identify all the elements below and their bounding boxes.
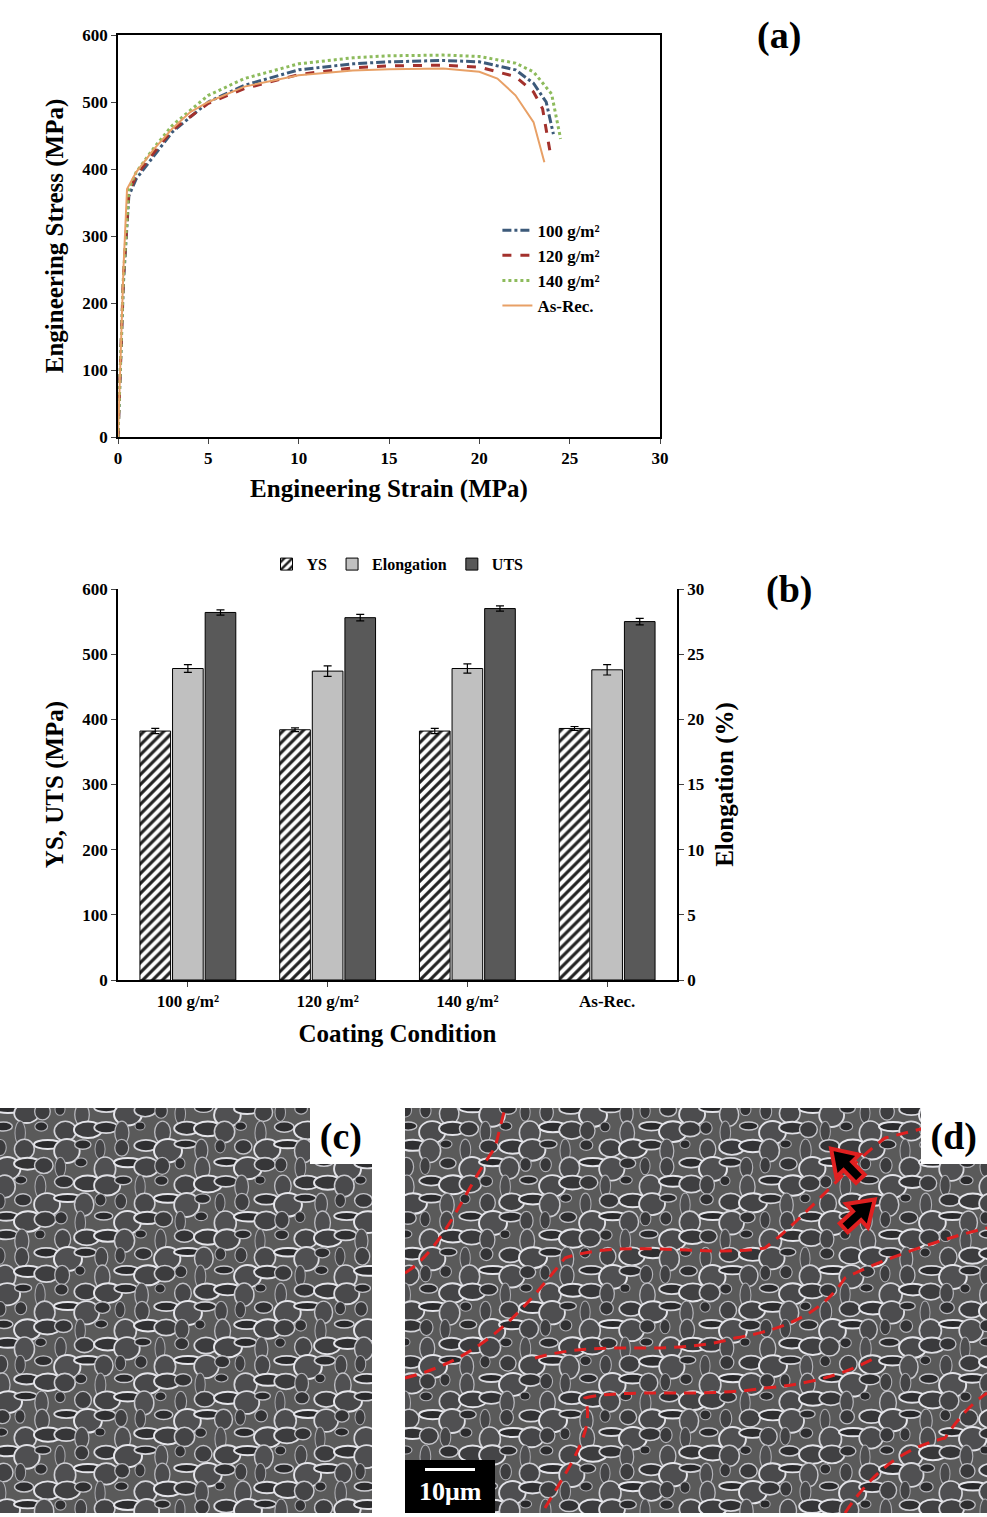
- svg-text:500: 500: [82, 93, 108, 112]
- html-text:(c): (c): [319, 1115, 362, 1157]
- svg-text:(a): (a): [757, 14, 801, 57]
- svg-text:0: 0: [687, 971, 696, 990]
- html-text:10μm: 10μm: [419, 1477, 482, 1506]
- svg-text:Coating Condition: Coating Condition: [299, 1020, 497, 1047]
- svg-text:500: 500: [82, 645, 108, 664]
- svg-text:120 g/m²: 120 g/m²: [537, 247, 599, 266]
- svg-text:15: 15: [687, 775, 704, 794]
- svg-text:10: 10: [290, 449, 307, 468]
- svg-text:30: 30: [652, 449, 669, 468]
- svg-text:YS: YS: [307, 556, 328, 573]
- svg-text:400: 400: [82, 160, 108, 179]
- svg-text:10: 10: [687, 841, 704, 860]
- svg-text:Engineering Strain (MPa): Engineering Strain (MPa): [250, 475, 528, 503]
- svg-text:YS, UTS (MPa): YS, UTS (MPa): [41, 701, 69, 868]
- svg-text:30: 30: [687, 580, 704, 599]
- svg-text:15: 15: [381, 449, 398, 468]
- svg-text:300: 300: [82, 775, 108, 794]
- svg-text:400: 400: [82, 710, 108, 729]
- svg-text:200: 200: [82, 841, 108, 860]
- svg-text:100: 100: [82, 906, 108, 925]
- svg-text:140 g/m²: 140 g/m²: [537, 272, 599, 291]
- svg-text:20: 20: [471, 449, 488, 468]
- html-text:(d): (d): [930, 1115, 977, 1157]
- svg-text:As-Rec.: As-Rec.: [537, 297, 593, 316]
- svg-text:0: 0: [114, 449, 123, 468]
- svg-text:120 g/m²: 120 g/m²: [297, 992, 359, 1011]
- svg-text:300: 300: [82, 227, 108, 246]
- svg-text:Engineering Stress (MPa): Engineering Stress (MPa): [41, 99, 69, 374]
- svg-text:100: 100: [82, 361, 108, 380]
- svg-text:200: 200: [82, 294, 108, 313]
- svg-text:100 g/m²: 100 g/m²: [537, 222, 599, 241]
- svg-text:140 g/m²: 140 g/m²: [436, 992, 498, 1011]
- svg-text:0: 0: [99, 971, 108, 990]
- svg-text:600: 600: [82, 26, 108, 45]
- svg-text:0: 0: [99, 428, 108, 447]
- svg-text:Elongation: Elongation: [372, 556, 447, 574]
- svg-text:UTS: UTS: [492, 556, 523, 573]
- svg-text:5: 5: [204, 449, 213, 468]
- svg-text:25: 25: [687, 645, 704, 664]
- svg-text:5: 5: [687, 906, 696, 925]
- svg-text:20: 20: [687, 710, 704, 729]
- svg-text:25: 25: [561, 449, 578, 468]
- svg-text:(b): (b): [766, 568, 812, 611]
- svg-text:100 g/m²: 100 g/m²: [157, 992, 219, 1011]
- svg-text:As-Rec.: As-Rec.: [579, 992, 635, 1011]
- svg-text:Elongation (%): Elongation (%): [711, 702, 739, 867]
- svg-text:600: 600: [82, 580, 108, 599]
